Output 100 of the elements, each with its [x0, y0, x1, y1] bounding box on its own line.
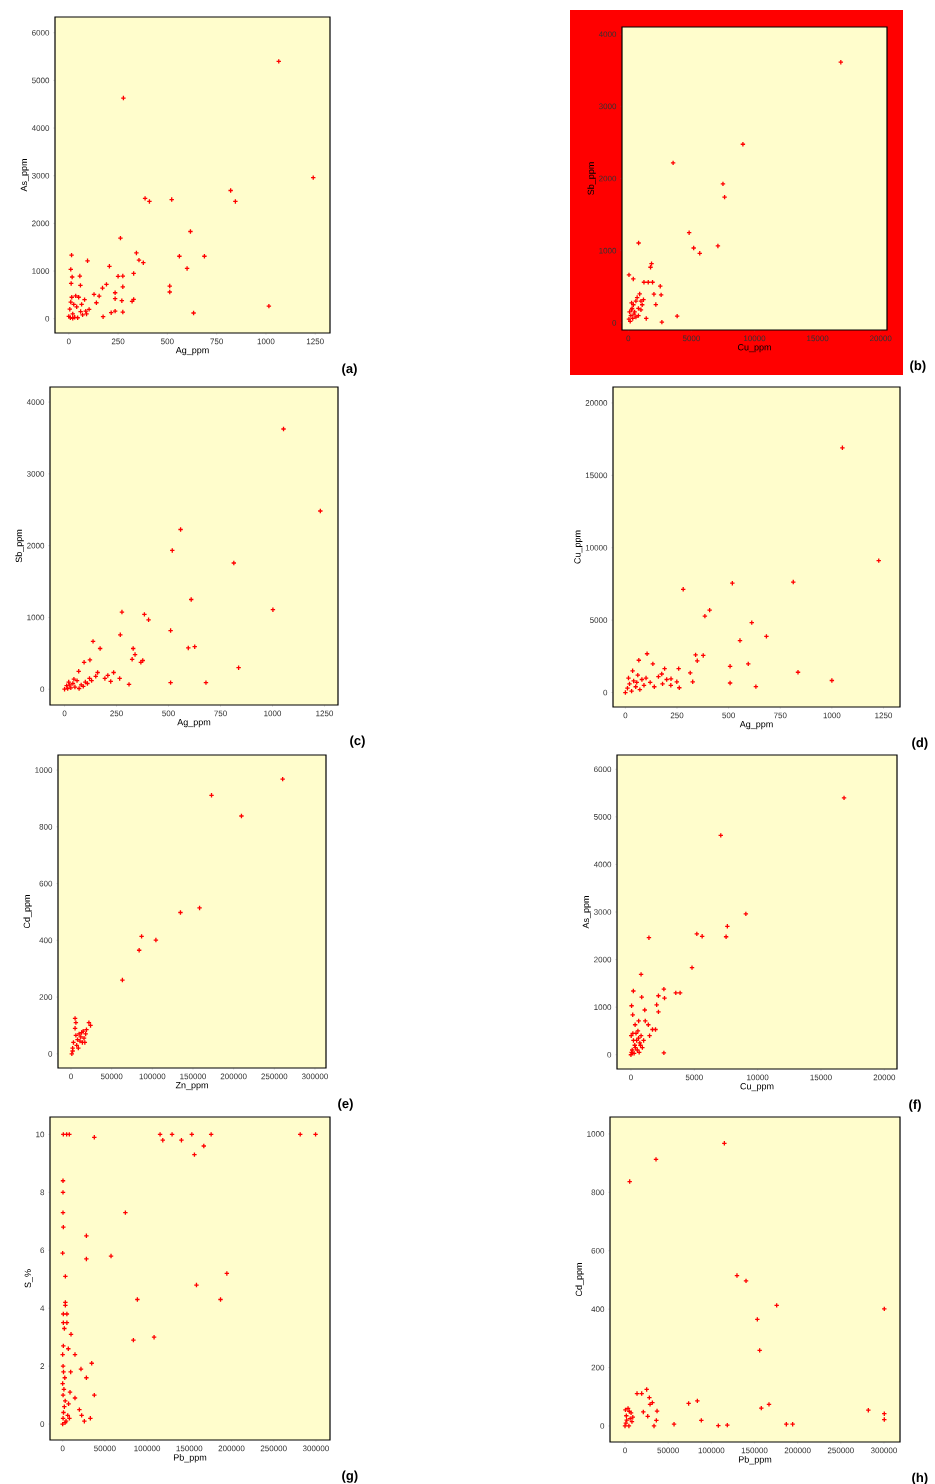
y-tick-label: 6000 [594, 766, 612, 773]
y-tick-label: 15000 [585, 472, 608, 479]
y-tick-label: 1000 [27, 614, 45, 621]
y-tick-label: 0 [40, 686, 45, 693]
y-tick-label: 4000 [26, 399, 45, 405]
y-tick-label: 5000 [31, 77, 50, 84]
x-tick-label: 300000 [301, 1073, 328, 1080]
x-tick-label: 250000 [261, 1073, 288, 1080]
x-tick-label: 500 [161, 338, 174, 345]
x-tick-label: 50000 [94, 1445, 116, 1452]
x-tick-label: 5000 [682, 335, 700, 342]
x-tick-label: 500 [162, 710, 175, 717]
y-axis-title: Sb_ppm [15, 529, 24, 563]
y-tick-label: 600 [39, 880, 53, 887]
y-axis-title: Sb_ppm [587, 162, 596, 195]
x-tick-label: 750 [210, 338, 224, 345]
y-tick-label: 2000 [27, 542, 45, 549]
y-tick-label: 1000 [32, 268, 50, 274]
text: (a) [342, 363, 357, 376]
x-tick-label: 250000 [827, 1447, 854, 1454]
y-axis-title: As_ppm [582, 896, 591, 929]
y-axis-title: S_% [24, 1269, 33, 1288]
y-axis-title: Cd_ppm [23, 895, 32, 929]
y-tick-label: 2000 [599, 175, 617, 182]
x-tick-label: 1000 [823, 712, 841, 719]
x-axis-title: Pb_ppm [738, 1456, 772, 1465]
y-tick-label: 4000 [31, 125, 50, 131]
x-axis-title: Zn_ppm [175, 1082, 208, 1091]
x-tick-label: 1000 [257, 338, 275, 345]
y-tick-label: 4 [40, 1305, 45, 1311]
text: (e) [338, 1098, 353, 1111]
y-tick-label: 400 [39, 937, 53, 944]
y-tick-label: 0 [45, 315, 50, 322]
x-tick-label: 50000 [657, 1447, 679, 1454]
x-tick-label: 500 [722, 712, 735, 719]
x-tick-label: 50000 [100, 1073, 123, 1080]
x-tick-label: 200000 [220, 1073, 247, 1080]
x-tick-label: 15000 [810, 1074, 832, 1081]
x-axis-title: Cu_ppm [740, 1083, 774, 1092]
x-tick-label: 100000 [139, 1073, 166, 1080]
text: (f) [909, 1099, 921, 1112]
y-tick-label: 200 [591, 1364, 605, 1371]
x-tick-label: 250 [670, 712, 684, 719]
y-tick-label: 2000 [32, 220, 50, 227]
x-tick-label: 300000 [302, 1445, 329, 1452]
x-tick-label: 0 [626, 335, 631, 342]
x-axis-title: Ag_ppm [739, 721, 773, 730]
y-axis-title: Cd_ppm [575, 1263, 584, 1297]
y-tick-label: 10 [36, 1131, 45, 1138]
x-tick-label: 15000 [807, 335, 829, 342]
text: (h) [912, 1472, 928, 1484]
y-tick-label: 200 [39, 994, 53, 1000]
x-tick-label: 20000 [873, 1074, 896, 1081]
y-tick-label: 6000 [32, 29, 50, 36]
x-tick-label: 200000 [218, 1445, 245, 1452]
x-tick-label: 1250 [306, 338, 324, 345]
x-axis-title: Ag_ppm [175, 347, 209, 356]
y-tick-label: 0 [600, 1423, 605, 1429]
text: (d) [912, 737, 928, 750]
x-tick-label: 100000 [698, 1447, 725, 1454]
y-tick-label: 20000 [585, 400, 608, 406]
y-tick-label: 3000 [31, 172, 50, 179]
x-tick-label: 250 [110, 710, 123, 717]
y-tick-label: 0 [603, 689, 608, 696]
x-tick-label: 1250 [875, 712, 893, 719]
y-tick-label: 2 [40, 1363, 45, 1369]
x-axis-title: Ag_ppm [177, 719, 211, 728]
y-tick-label: 5000 [589, 617, 608, 623]
text: (g) [342, 1470, 358, 1483]
x-tick-label: 150000 [180, 1073, 207, 1080]
x-tick-label: 0 [62, 710, 67, 717]
x-tick-label: 5000 [685, 1074, 703, 1081]
x-tick-label: 1250 [316, 710, 334, 717]
y-axis-title: Cu_ppm [574, 530, 583, 564]
y-tick-label: 0 [40, 1421, 45, 1427]
x-axis-title: Pb_ppm [173, 1454, 207, 1463]
y-tick-label: 800 [39, 823, 53, 830]
y-tick-label: 800 [591, 1189, 605, 1196]
x-tick-label: 150000 [176, 1445, 203, 1452]
x-tick-label: 20000 [869, 335, 892, 342]
x-tick-label: 0 [66, 338, 71, 345]
y-tick-label: 3000 [598, 103, 617, 110]
y-tick-label: 400 [591, 1306, 605, 1312]
y-tick-label: 1000 [594, 1004, 612, 1010]
y-tick-label: 2000 [594, 956, 612, 963]
x-tick-label: 0 [623, 1447, 627, 1454]
x-tick-label: 10000 [747, 1074, 769, 1081]
x-tick-label: 0 [69, 1073, 73, 1080]
y-tick-label: 0 [612, 319, 617, 326]
y-tick-label: 1000 [599, 247, 617, 254]
x-tick-label: 750 [773, 712, 787, 719]
y-tick-label: 600 [591, 1247, 605, 1254]
x-tick-label: 300000 [870, 1447, 897, 1454]
x-tick-label: 10000 [743, 335, 766, 342]
text: (b) [910, 360, 926, 373]
x-tick-label: 100000 [134, 1445, 161, 1452]
y-axis-title: As_ppm [20, 159, 29, 192]
y-tick-label: 0 [48, 1051, 53, 1057]
y-tick-label: 6 [40, 1247, 45, 1254]
y-tick-label: 10000 [585, 544, 608, 551]
